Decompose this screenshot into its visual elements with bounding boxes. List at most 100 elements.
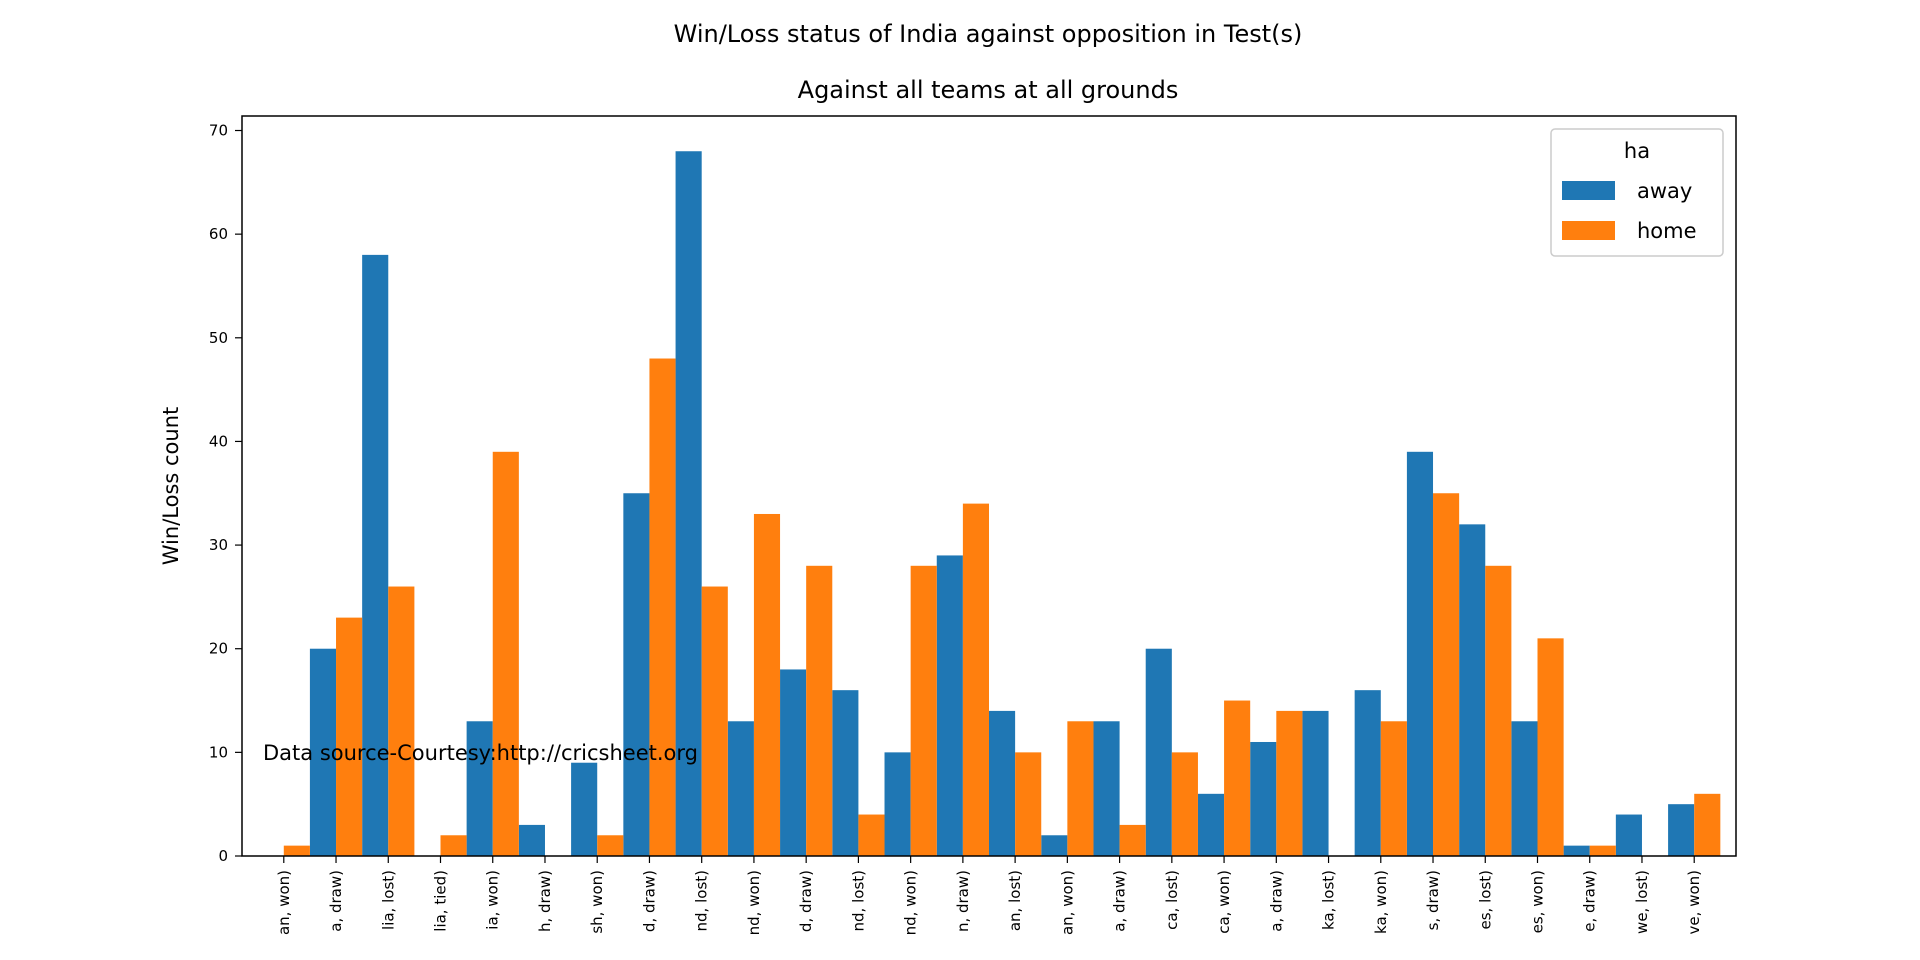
x-tick-label-13: n, draw) bbox=[954, 870, 972, 932]
legend-label-away: away bbox=[1637, 179, 1692, 203]
bar-home-0 bbox=[283, 845, 310, 856]
y-tick-label-3: 30 bbox=[209, 536, 228, 554]
bar-home-14 bbox=[1015, 752, 1042, 856]
bar-away-5 bbox=[518, 824, 545, 856]
bar-home-7 bbox=[649, 358, 676, 856]
legend-label-home: home bbox=[1637, 219, 1697, 243]
x-tick-label-24: es, won) bbox=[1529, 870, 1547, 933]
y-axis-label: Win/Loss count bbox=[159, 407, 183, 566]
bar-home-3 bbox=[440, 835, 467, 856]
x-tick-label-18: ca, won) bbox=[1215, 870, 1233, 934]
x-tick-label-26: we, lost) bbox=[1633, 870, 1651, 934]
chart-subtitle: Against all teams at all grounds bbox=[798, 76, 1179, 104]
legend: ha away home bbox=[1550, 128, 1724, 257]
y-tick-label-7: 70 bbox=[209, 122, 228, 140]
x-tick-label-14: an, lost) bbox=[1006, 870, 1024, 931]
legend-swatch-away bbox=[1562, 181, 1615, 200]
x-tick-label-4: ia, won) bbox=[484, 870, 502, 930]
x-tick-label-16: a, draw) bbox=[1111, 870, 1129, 932]
x-tick-label-23: es, lost) bbox=[1476, 870, 1494, 929]
bar-home-27 bbox=[1694, 793, 1721, 856]
bar-home-9 bbox=[753, 513, 781, 856]
legend-swatch-home bbox=[1562, 221, 1615, 240]
bar-home-17 bbox=[1171, 752, 1198, 856]
x-tick-label-10: d, draw) bbox=[797, 870, 815, 932]
bar-away-20 bbox=[1302, 710, 1329, 856]
bar-away-24 bbox=[1511, 721, 1538, 856]
x-tick-label-15: an, won) bbox=[1058, 870, 1076, 935]
bar-home-11 bbox=[858, 814, 885, 856]
bar-away-15 bbox=[1041, 835, 1068, 856]
x-tick-label-6: sh, won) bbox=[588, 870, 606, 934]
bar-home-13 bbox=[962, 503, 989, 856]
bar-home-10 bbox=[806, 565, 833, 856]
bar-away-7 bbox=[623, 493, 650, 856]
y-tick-label-0: 0 bbox=[218, 847, 228, 865]
x-tick-label-2: lia, lost) bbox=[379, 870, 397, 930]
bar-home-2 bbox=[388, 586, 415, 856]
bar-away-18 bbox=[1197, 793, 1225, 856]
x-tick-label-9: nd, won) bbox=[745, 870, 763, 935]
bar-home-8 bbox=[701, 586, 728, 856]
plot-frame bbox=[241, 115, 1737, 857]
x-tick-label-17: ca, lost) bbox=[1163, 870, 1181, 930]
bar-away-27 bbox=[1668, 804, 1695, 856]
x-tick-label-25: e, draw) bbox=[1581, 870, 1599, 932]
bar-home-18 bbox=[1224, 700, 1251, 856]
y-tick-label-6: 60 bbox=[209, 225, 228, 243]
bar-away-14 bbox=[989, 710, 1016, 856]
bar-away-6 bbox=[571, 762, 598, 856]
bar-home-1 bbox=[336, 617, 363, 856]
x-tick-label-22: s, draw) bbox=[1424, 870, 1442, 930]
x-tick-label-21: ka, won) bbox=[1372, 870, 1390, 934]
bar-home-12 bbox=[910, 565, 937, 856]
bar-home-15 bbox=[1067, 721, 1094, 856]
bar-away-8 bbox=[675, 151, 702, 857]
bar-away-10 bbox=[780, 669, 807, 856]
x-axis: an, won) a, draw) lia, lost) lia, tied) ia, … bbox=[275, 856, 1703, 935]
x-tick-label-12: nd, won) bbox=[902, 870, 920, 935]
bar-home-24 bbox=[1537, 638, 1564, 856]
bar-away-1 bbox=[309, 648, 337, 856]
bar-away-17 bbox=[1145, 648, 1172, 856]
bar-away-12 bbox=[884, 752, 911, 856]
x-tick-label-20: ka, lost) bbox=[1320, 870, 1338, 930]
x-tick-label-1: a, draw) bbox=[327, 870, 345, 932]
chart-title: Win/Loss status of India against opposit… bbox=[674, 20, 1303, 48]
bar-home-21 bbox=[1380, 721, 1407, 856]
bar-away-25 bbox=[1563, 845, 1590, 856]
bar-away-26 bbox=[1615, 814, 1642, 856]
x-tick-label-11: nd, lost) bbox=[849, 870, 867, 931]
bar-home-25 bbox=[1589, 845, 1616, 856]
bar-away-2 bbox=[362, 254, 389, 856]
bar-away-9 bbox=[727, 721, 754, 856]
bar-away-23 bbox=[1459, 524, 1486, 856]
bar-home-16 bbox=[1119, 824, 1146, 856]
legend-title: ha bbox=[1624, 139, 1650, 163]
y-tick-label-1: 10 bbox=[209, 743, 228, 761]
bar-home-22 bbox=[1433, 493, 1460, 856]
x-tick-label-27: ve, won) bbox=[1685, 870, 1703, 934]
y-tick-label-2: 20 bbox=[209, 640, 228, 658]
bars-group bbox=[283, 151, 1721, 857]
x-tick-label-7: d, draw) bbox=[640, 870, 658, 932]
x-tick-label-5: h, draw) bbox=[536, 870, 554, 932]
bar-away-4 bbox=[466, 721, 493, 856]
bar-away-21 bbox=[1354, 690, 1381, 856]
x-tick-label-0: an, won) bbox=[275, 870, 293, 935]
bar-home-19 bbox=[1276, 710, 1303, 856]
y-tick-label-4: 40 bbox=[209, 432, 228, 450]
bar-home-4 bbox=[492, 451, 519, 856]
x-tick-label-8: nd, lost) bbox=[693, 870, 711, 931]
bar-home-23 bbox=[1485, 565, 1512, 856]
bar-home-6 bbox=[597, 835, 624, 856]
bar-away-19 bbox=[1250, 741, 1277, 856]
bar-away-11 bbox=[832, 690, 859, 856]
bar-away-16 bbox=[1093, 721, 1120, 856]
x-tick-label-19: a, draw) bbox=[1267, 870, 1285, 932]
data-source-annotation: Data source-Courtesy:http://cricsheet.or… bbox=[263, 741, 698, 765]
x-tick-label-3: lia, tied) bbox=[432, 870, 450, 932]
bar-away-22 bbox=[1406, 451, 1434, 856]
y-axis: 0 10 20 30 40 50 60 70 bbox=[209, 122, 242, 865]
